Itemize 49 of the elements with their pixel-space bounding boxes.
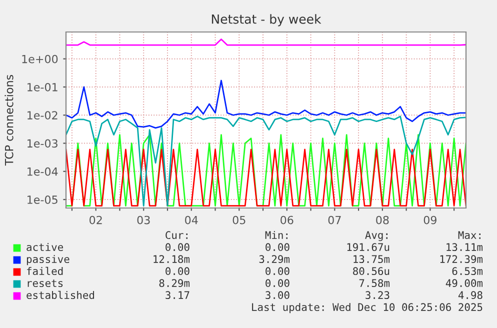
line-series bbox=[66, 80, 466, 129]
text: 0.00 bbox=[166, 267, 190, 276]
text: Min: bbox=[265, 230, 288, 239]
legend-label: failed bbox=[26, 266, 63, 276]
x-tick-label: 09 bbox=[424, 216, 436, 224]
text: 4.98 bbox=[458, 291, 482, 300]
y-tick-label: 1e-04 bbox=[28, 167, 58, 176]
chart-title: Netstat - by week bbox=[212, 14, 322, 26]
text: 0.00 bbox=[266, 243, 290, 252]
text: 0.00 bbox=[266, 279, 290, 288]
y-tick-label: 1e-02 bbox=[28, 111, 58, 120]
text: 7.58m bbox=[359, 279, 390, 288]
text: 13.11m bbox=[446, 243, 483, 252]
text: 3.00 bbox=[266, 291, 290, 300]
x-tick-label: 02 bbox=[90, 216, 102, 224]
text: 8.29m bbox=[159, 279, 190, 288]
text: 3.23 bbox=[366, 291, 390, 300]
y-tick-label: 1e-01 bbox=[28, 82, 58, 92]
text: 3.17 bbox=[166, 291, 190, 300]
y-tick-label: 1e-05 bbox=[28, 196, 58, 204]
y-tick-label: 1e+00 bbox=[22, 54, 58, 64]
x-tick-label: 04 bbox=[185, 216, 198, 224]
x-tick-label: 03 bbox=[137, 216, 150, 224]
text: 12.18m bbox=[154, 255, 190, 264]
x-tick-label: 06 bbox=[280, 216, 294, 224]
text: 80.56u bbox=[353, 267, 390, 276]
text: 0.00 bbox=[266, 267, 290, 276]
text: 191.67u bbox=[347, 243, 390, 252]
line-series bbox=[66, 116, 466, 206]
text: 172.39m bbox=[440, 255, 483, 264]
legend-label: active bbox=[26, 242, 64, 252]
x-tick-label: 05 bbox=[232, 216, 246, 224]
text: Last update: Wed Dec 10 06:25:06 2025 bbox=[252, 302, 482, 314]
legend-label: passive bbox=[26, 254, 70, 266]
x-tick-label: 07 bbox=[328, 216, 341, 224]
text: 6.53m bbox=[452, 267, 483, 276]
text: 3.29m bbox=[259, 255, 290, 264]
text: Avg: bbox=[365, 231, 388, 242]
y-axis-title: TCP connections bbox=[4, 74, 14, 166]
text: 0.00 bbox=[166, 243, 190, 252]
y-tick-label: 1e-03 bbox=[28, 139, 58, 148]
line-series bbox=[66, 134, 466, 206]
x-tick-label: 08 bbox=[376, 216, 389, 224]
legend-label: established bbox=[26, 290, 94, 300]
text: 49.00m bbox=[446, 279, 483, 288]
text: Max: bbox=[458, 231, 480, 240]
text: Cur: bbox=[166, 231, 188, 240]
text: 13.75m bbox=[354, 255, 390, 264]
legend-label: resets bbox=[28, 280, 63, 288]
